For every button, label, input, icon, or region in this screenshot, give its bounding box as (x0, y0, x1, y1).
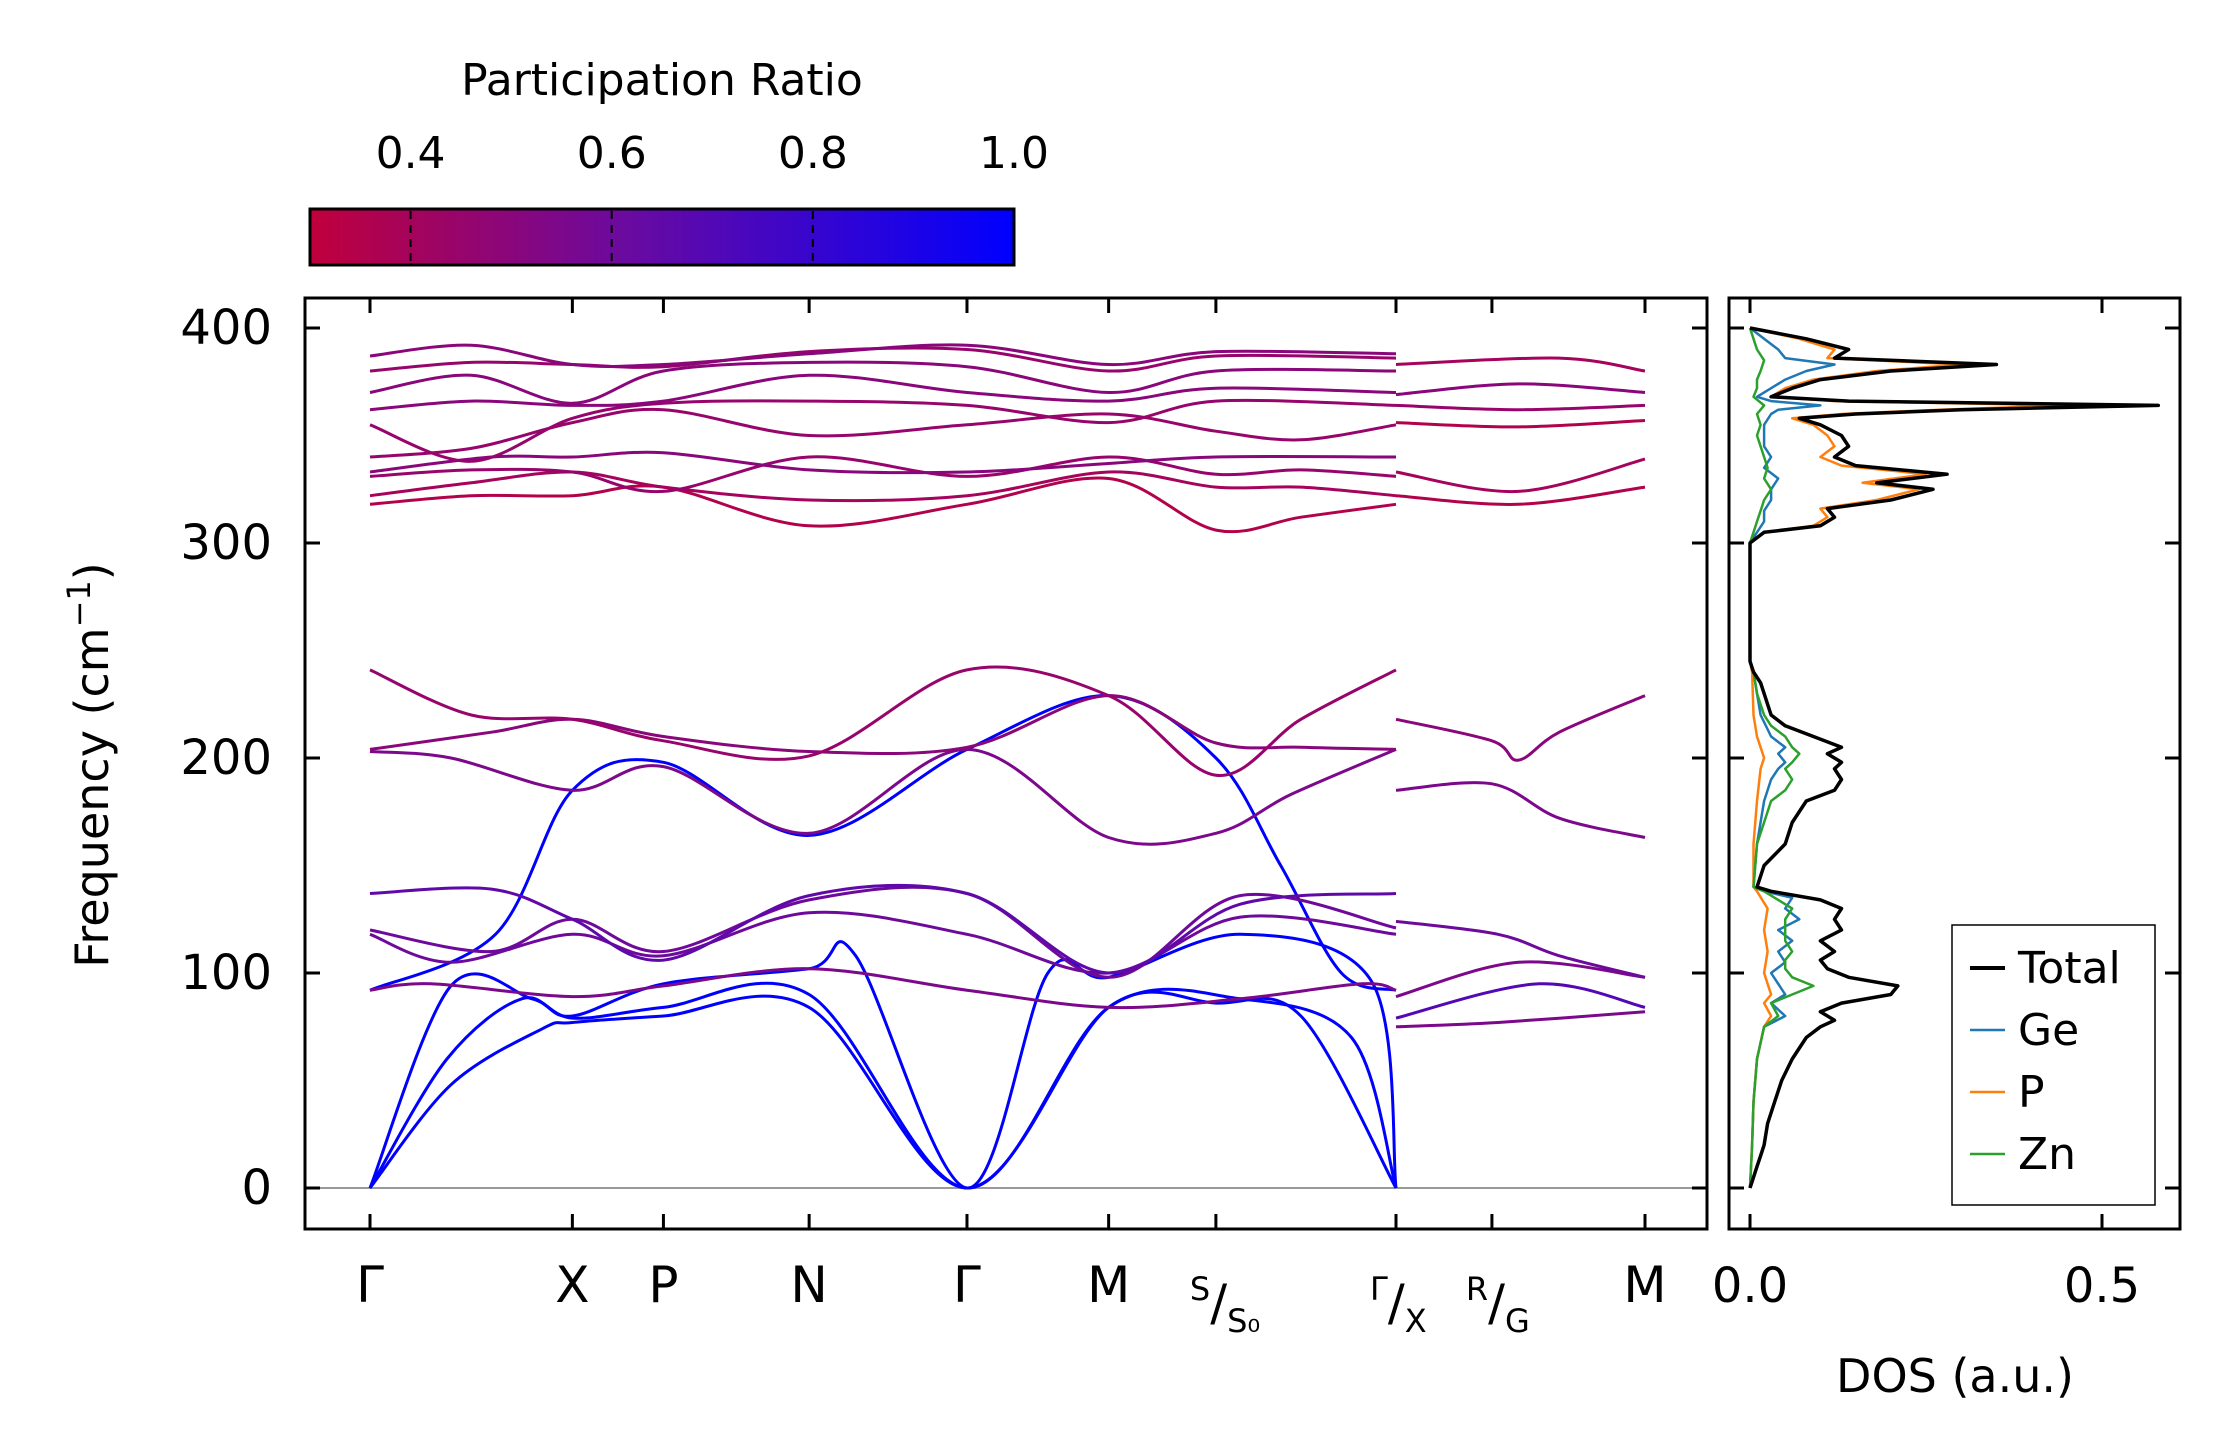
colorbar-ticks: 0.4 0.6 0.8 1.0 (376, 128, 1049, 263)
dos-x-tick-label: 0.5 (2064, 1258, 2140, 1314)
band-s1-optical-hf-8 (369, 360, 1397, 405)
k-point-label: Γ (953, 1256, 981, 1314)
band-s1-optical-lf-4 (369, 883, 1397, 975)
band-s1-optical-hf-4 (369, 450, 1397, 475)
band-s2-s2-band-3 (1395, 960, 1646, 999)
band-lines (368, 343, 1646, 1190)
dos-x-axis-label: DOS (a.u.) (1836, 1349, 2074, 1403)
k-point-label: R/G (1466, 1270, 1530, 1340)
colorbar: Participation Ratio 0.4 0.6 0.8 1.0 (308, 55, 1049, 267)
band-s2-s2-band-6 (1395, 694, 1646, 762)
band-s1-optical-hf-1 (369, 476, 1397, 534)
band-s1-optical-hf-3 (369, 455, 1397, 494)
k-point-label: S/S₀ (1190, 1270, 1260, 1340)
band-s1-optical-hf-6 (369, 398, 1397, 463)
dos-series-total (1748, 326, 2161, 1189)
k-point-label: Γ/X (1370, 1270, 1427, 1340)
y-axis-label: Frequency (cm−1) (60, 562, 119, 967)
legend-label-zn: Zn (2018, 1129, 2076, 1180)
band-s2-s2-band-5 (1395, 781, 1646, 839)
y-tick-label: 100 (180, 945, 272, 1001)
dos-axis-ticks: 0.0 0.5 (1712, 298, 2180, 1314)
band-s1-optical-lf-2 (369, 910, 1397, 975)
band-s1-acoustic-2 (368, 981, 1398, 1190)
dos-axes-frame (1727, 296, 2182, 1231)
k-point-label: M (1087, 1256, 1130, 1314)
band-s2-s2-band-7 (1395, 485, 1646, 506)
y-tick-label: 400 (180, 300, 272, 356)
band-s1-optical-mf-1 (369, 747, 1397, 846)
y-tick-label: 200 (180, 730, 272, 786)
band-s1-optical-hf-5 (369, 407, 1397, 459)
y-tick-label: 300 (180, 515, 272, 571)
k-path-ticks: Γ X P N Γ M S/S₀ Γ/X R/G M (356, 298, 1667, 1340)
k-point-label: N (790, 1256, 827, 1314)
colorbar-tick-label: 0.6 (577, 128, 647, 179)
colorbar-gradient (308, 207, 1016, 267)
band-s1-acoustic-3 (368, 932, 1398, 1190)
y-axis-ticks: 0 100 200 300 400 (180, 300, 1707, 1216)
dos-x-tick-label: 0.0 (1712, 1258, 1788, 1314)
band-structure-panel: 0 100 200 300 400 Γ X P N Γ M S/S₀ Γ/X R/G M Frequenc… (60, 296, 1709, 1340)
colorbar-tick-label: 1.0 (979, 128, 1049, 179)
band-s2-s2-band-8 (1395, 457, 1646, 494)
band-s2-s2-band-9 (1395, 419, 1646, 429)
band-s1-optical-mf-2 (369, 694, 1397, 756)
band-s1-optical-hf-7 (369, 373, 1397, 412)
band-s2-s2-band-11 (1395, 382, 1646, 397)
band-s1-optical-lf-3 (369, 885, 1397, 979)
dos-panel: 0.0 0.5 DOS (a.u.) Total Ge P Zn (1712, 296, 2182, 1403)
band-s1-optical-hf-10 (369, 343, 1397, 368)
colorbar-tick-label: 0.4 (376, 128, 446, 179)
y-tick-label: 0 (241, 1160, 272, 1216)
band-s1-optical-hf-9 (369, 346, 1397, 373)
legend-items: Total Ge P Zn (1970, 943, 2121, 1180)
dos-series-zn (1748, 327, 1815, 1189)
dos-legend: Total Ge P Zn (1951, 924, 2156, 1206)
band-axes-frame (303, 296, 1709, 1231)
colorbar-tick-label: 0.8 (778, 128, 848, 179)
dos-lines (1748, 326, 2161, 1189)
dos-series-ge (1748, 327, 1836, 1189)
k-point-label: Γ (356, 1256, 384, 1314)
band-s2-s2-band-4 (1395, 919, 1646, 979)
band-s1-acoustic-high (369, 694, 1397, 992)
band-s1-optical-mf-3 (369, 665, 1397, 777)
band-s2-s2-band-12 (1395, 356, 1646, 373)
band-s2-s2-band-10 (1395, 403, 1646, 412)
colorbar-label: Participation Ratio (461, 55, 863, 106)
band-s1-optical-lf-1 (369, 967, 1397, 1010)
band-s1-optical-hf-2 (369, 470, 1397, 503)
legend-box (1951, 924, 2156, 1206)
legend-label-ge: Ge (2018, 1005, 2079, 1056)
band-s2-s2-band-2 (1395, 982, 1646, 1020)
k-point-label: P (648, 1256, 678, 1314)
legend-label-p: P (2018, 1067, 2045, 1118)
k-point-label: X (555, 1256, 589, 1314)
band-s2-s2-band-1 (1395, 1010, 1646, 1029)
legend-label-total: Total (2017, 943, 2121, 994)
k-point-label: M (1623, 1256, 1666, 1314)
